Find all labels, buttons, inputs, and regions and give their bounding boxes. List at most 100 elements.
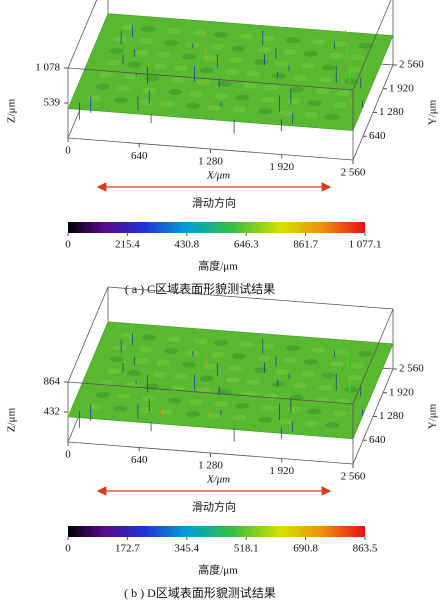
direction-label: 滑动方向 [192,500,236,514]
box-edge [67,286,109,383]
surface-patch [347,66,362,73]
surface-patch [261,404,275,411]
surface-patch [213,31,228,38]
surface-patch [278,110,293,117]
caption: ( a ) C区域表面形貌测试结果 [125,281,275,296]
surface-patch [182,53,196,60]
surface-patch [325,113,340,120]
box-edge [67,0,98,69]
surface-patch [225,69,240,76]
box-edge [67,67,354,91]
x-tick-label: 640 [131,454,148,466]
colorbar-tick-label: 861.7 [293,239,318,251]
surface-patch [193,29,207,36]
surface-patch [286,98,301,105]
surface-patch [188,399,203,406]
surface-patch [232,414,247,421]
surface-patch [196,79,211,86]
surface-patch [168,397,182,404]
colorbar-tick-label: 1 077.1 [349,239,382,251]
surface-patch [214,92,229,99]
x-tick-label: 2 560 [341,471,366,483]
box-edge [352,0,392,91]
surface-patch [239,341,254,348]
surface-patch [286,37,300,44]
surface-patch [167,336,182,343]
y-tick-label: 640 [369,130,386,142]
colorbar-tick-label: 0 [65,239,71,251]
surface-patch [174,65,188,72]
surface-patch [311,347,326,354]
surface-patch [333,410,348,417]
z-axis-title: Z/μm [6,98,18,123]
surface-patch [292,74,307,81]
colorbar-label: 高度/μm [198,563,238,577]
surface-patch [164,39,179,46]
surface-patch [156,359,171,366]
colorbar-tick-label: 0 [65,543,71,555]
surface-patch [168,89,182,96]
surface-patch [120,332,135,339]
x-tick-label: 2 560 [341,167,366,179]
surface-patch [206,412,221,419]
surface-patch [109,356,124,363]
surface-patch [193,338,207,345]
surface-patch [239,33,254,40]
surface-patch [264,84,278,91]
surface-patch [315,88,330,95]
surface-patch [185,349,199,356]
surface-patch [141,26,156,33]
surface-patch [199,67,214,74]
surface-patch [214,401,229,408]
surface-patch [116,85,131,92]
surface-patch [307,100,322,107]
surface-patch [232,106,247,113]
surface-patch [332,40,347,47]
x-tick-label: 0 [65,145,71,157]
surface-patch [135,49,150,56]
surface-patch [139,99,154,106]
surface-patch [124,73,139,80]
surface-patch [174,373,188,380]
surface-patch [304,420,319,427]
surface-patch [141,334,156,341]
surface-patch [87,95,102,102]
y-tick-label: 2 560 [399,59,424,71]
x-axis-title: X/μm [206,474,230,486]
surface-patch [145,75,160,82]
surface-patch [303,50,318,57]
surface-patch [160,101,174,108]
surface-patch [289,86,304,93]
colorbar-tick-label: 863.5 [353,543,378,555]
caption: ( b ) D区域表面形貌测试结果 [124,585,276,600]
surface-patch [278,418,293,425]
surface-patch [113,405,128,412]
colorbar [68,526,365,537]
surface-patch [228,365,243,372]
surface-patch [153,371,168,378]
surface-patch [182,361,196,368]
z-tick-label: 1 078 [35,62,60,74]
colorbar-tick-label: 172.7 [115,543,140,555]
surface-patch [225,377,240,384]
surface-patch [286,406,301,413]
surface-patch [286,345,300,352]
y-tick-label: 2 560 [399,363,424,375]
surface-patch [153,63,168,70]
surface-patch [167,27,182,34]
surface-patch [109,48,124,55]
surface-patch [113,97,128,104]
surface-patch [138,38,153,45]
surface-patch [283,49,297,56]
colorbar-tick-label: 518.1 [234,543,259,555]
surface-patch [160,409,174,416]
surface-patch [217,80,232,87]
x-tick-label: 1 920 [269,465,294,477]
surface-patch [135,358,150,365]
y-tick-label: 1 920 [389,82,414,94]
x-tick-label: 1 280 [198,156,223,168]
surface-patch [228,57,243,64]
colorbar-tick-label: 215.4 [115,239,140,251]
box-edge [107,286,394,310]
